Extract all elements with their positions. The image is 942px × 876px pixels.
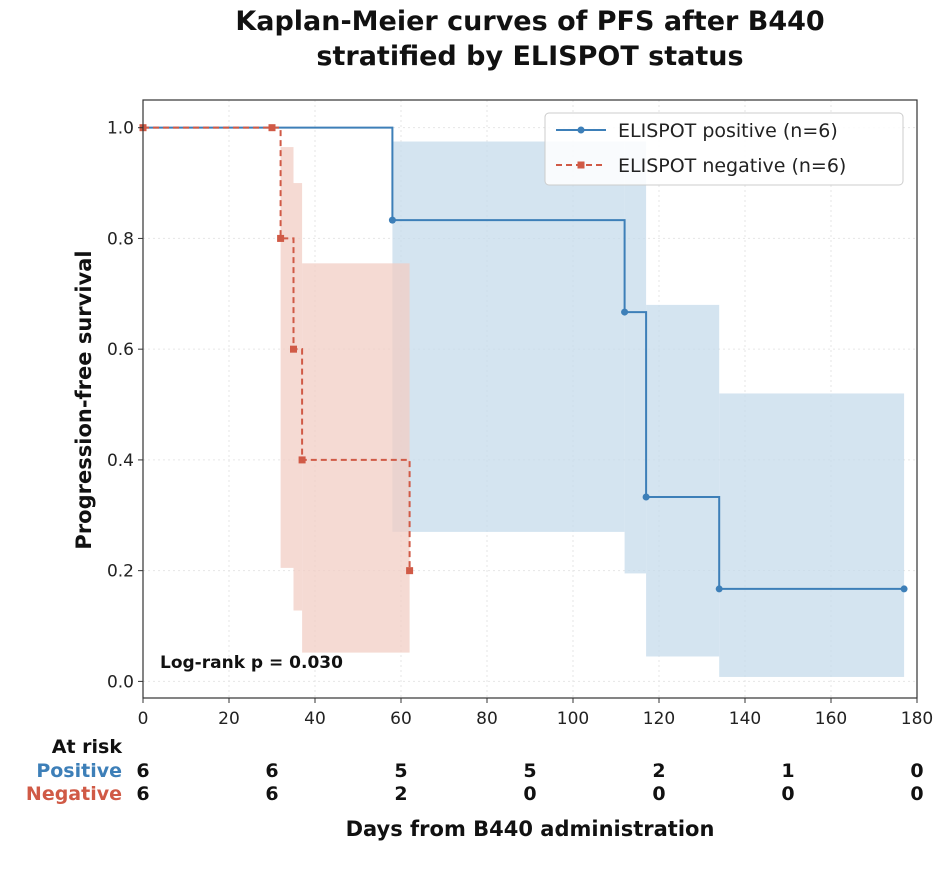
at-risk-count-negative: 0	[652, 783, 665, 805]
marker-positive	[900, 585, 908, 593]
y-tick-label: 0.6	[107, 340, 134, 360]
x-tick-label: 180	[901, 709, 933, 729]
legend-marker-negative	[577, 161, 585, 169]
marker-positive	[621, 308, 629, 316]
at-risk-label-positive: Positive	[36, 760, 122, 782]
at-risk-count-positive: 2	[652, 760, 665, 782]
legend: ELISPOT positive (n=6) ELISPOT negative …	[544, 112, 904, 186]
ci-band-positive	[392, 141, 625, 532]
chart-title-line-2: stratified by ELISPOT status	[316, 41, 743, 72]
x-tick-label: 160	[815, 709, 847, 729]
ci-band-positive	[719, 393, 905, 677]
marker-negative	[406, 567, 414, 575]
confidence-bands	[280, 141, 905, 677]
x-tick-label: 100	[557, 709, 589, 729]
x-tick-label: 40	[304, 709, 326, 729]
legend-marker-positive	[577, 126, 585, 134]
survival-curve-positive	[143, 126, 905, 590]
at-risk-count-negative: 2	[394, 783, 407, 805]
ci-band-negative	[293, 183, 303, 611]
legend-box	[544, 112, 904, 186]
at-risk-count-positive: 5	[394, 760, 407, 782]
chart-title-line-1: Kaplan-Meier curves of PFS after B440	[235, 6, 824, 37]
legend-label-negative: ELISPOT negative (n=6)	[618, 155, 846, 177]
y-tick-label: 0.8	[107, 229, 134, 249]
at-risk-header: At risk	[52, 736, 123, 758]
marker-positive	[388, 216, 396, 224]
y-tick-label: 0.2	[107, 562, 134, 582]
at-risk-label-negative: Negative	[26, 783, 122, 805]
x-tick-label: 0	[138, 709, 149, 729]
x-tick-label: 120	[643, 709, 675, 729]
censor-markers	[139, 124, 908, 593]
x-tick-label: 20	[218, 709, 240, 729]
at-risk-count-negative: 0	[910, 783, 923, 805]
at-risk-count-positive: 6	[136, 760, 149, 782]
y-tick-label: 0.0	[107, 672, 134, 692]
y-tick-label: 1.0	[107, 119, 134, 139]
y-axis-label: Progression-free survival	[72, 250, 96, 549]
x-axis-label: Days from B440 administration	[346, 817, 715, 841]
at-risk-count-negative: 0	[781, 783, 794, 805]
plot-frame	[142, 99, 918, 699]
marker-negative	[290, 345, 297, 353]
at-risk-count-positive: 6	[265, 760, 278, 782]
log-rank-annotation: Log-rank p = 0.030	[160, 653, 343, 673]
marker-negative	[268, 124, 276, 132]
legend-label-positive: ELISPOT positive (n=6)	[618, 120, 838, 142]
marker-positive	[642, 493, 650, 501]
marker-positive	[715, 585, 723, 593]
marker-negative	[277, 234, 285, 242]
at-risk-count-negative: 0	[523, 783, 536, 805]
x-tick-label: 60	[390, 709, 412, 729]
ci-band-positive	[624, 141, 647, 574]
ci-band-negative	[302, 263, 410, 653]
at-risk-count-negative: 6	[265, 783, 278, 805]
ci-band-positive	[646, 304, 720, 657]
x-tick-label: 140	[729, 709, 761, 729]
ci-band-negative	[280, 147, 294, 568]
axis-ticks: 0 20 40 60 80 100 120 140 160 180 0.0 0.2 0.4 0.6 0.8 1…	[107, 119, 933, 729]
marker-negative	[298, 456, 306, 464]
chart-title: Kaplan-Meier curves of PFS after B440 st…	[235, 6, 824, 72]
at-risk-count-negative: 6	[136, 783, 149, 805]
at-risk-count-positive: 0	[910, 760, 923, 782]
at-risk-count-positive: 1	[781, 760, 794, 782]
y-tick-label: 0.4	[107, 451, 134, 471]
x-tick-label: 80	[476, 709, 498, 729]
at-risk-count-positive: 5	[523, 760, 536, 782]
